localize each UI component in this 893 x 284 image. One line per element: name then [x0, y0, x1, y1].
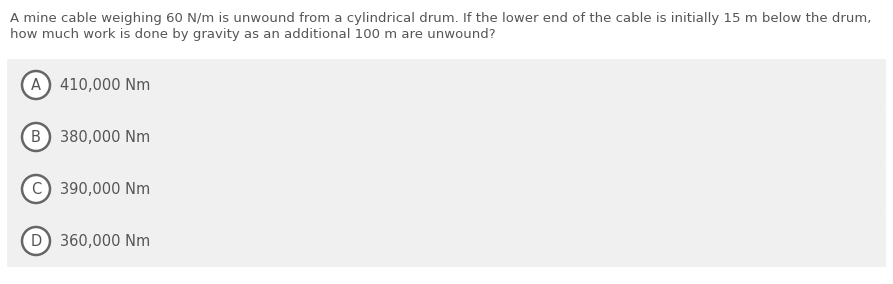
FancyBboxPatch shape [7, 59, 886, 111]
Circle shape [22, 123, 50, 151]
Text: A mine cable weighing 60 N/m is unwound from a cylindrical drum. If the lower en: A mine cable weighing 60 N/m is unwound … [10, 12, 872, 25]
Text: B: B [31, 130, 41, 145]
FancyBboxPatch shape [7, 215, 886, 267]
Text: A: A [31, 78, 41, 93]
Circle shape [22, 227, 50, 255]
Circle shape [22, 175, 50, 203]
Text: C: C [31, 181, 41, 197]
Text: 390,000 Nm: 390,000 Nm [60, 181, 150, 197]
Text: D: D [30, 233, 42, 248]
FancyBboxPatch shape [7, 163, 886, 215]
Text: 380,000 Nm: 380,000 Nm [60, 130, 150, 145]
Text: 360,000 Nm: 360,000 Nm [60, 233, 150, 248]
FancyBboxPatch shape [7, 111, 886, 163]
Text: how much work is done by gravity as an additional 100 m are unwound?: how much work is done by gravity as an a… [10, 28, 496, 41]
Circle shape [22, 71, 50, 99]
Text: 410,000 Nm: 410,000 Nm [60, 78, 150, 93]
